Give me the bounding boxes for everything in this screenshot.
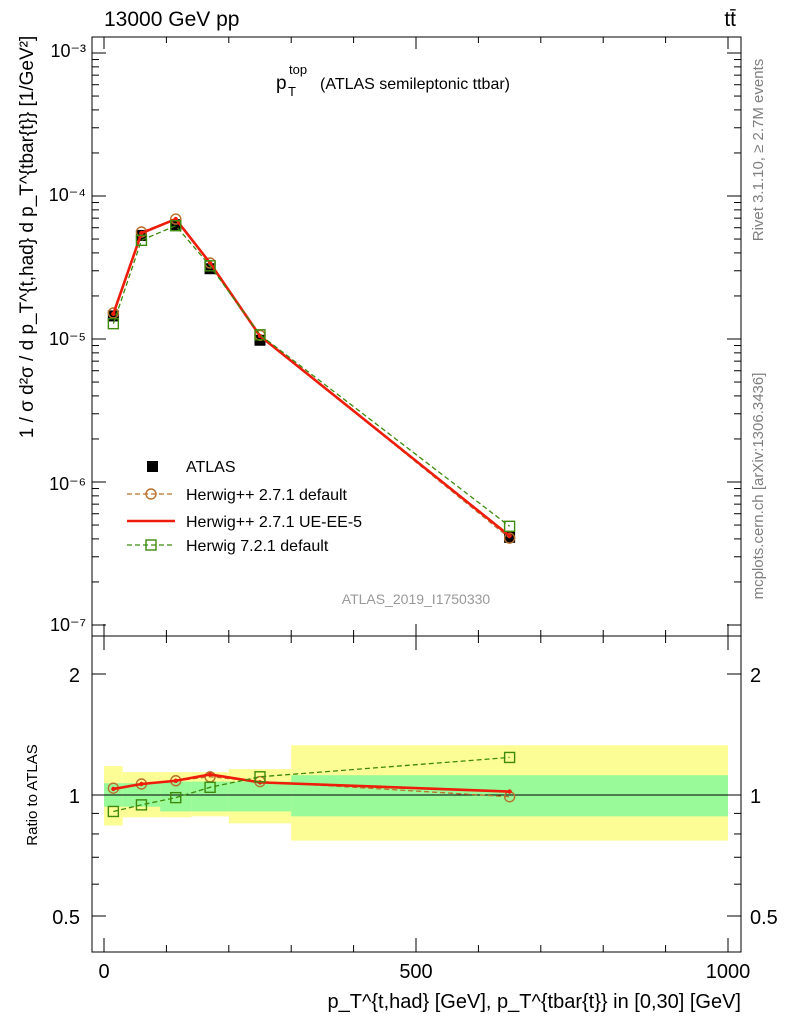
main-series-group [107, 213, 516, 544]
marker-herwig7 [204, 260, 216, 272]
source-label: mcplots.cern.ch [arXiv:1306.3436] [750, 373, 767, 600]
main-panel: p top T (ATLAS semileptonic ttbar) 10⁻⁷ … [17, 36, 742, 637]
legend-marker-herwig7 [145, 539, 157, 551]
x-tick-1000: 1000 [706, 961, 751, 983]
ratio-y-tick-1-left: 1 [69, 786, 80, 808]
y-tick-label-1e-7: 10⁻⁷ [50, 615, 86, 635]
ratio-y-axis-label: Ratio to ATLAS [24, 744, 41, 845]
x-tick-labels: 0 500 1000 [98, 961, 750, 983]
y-tick-label-1e-5: 10⁻⁵ [49, 329, 86, 349]
ratio-ticks [92, 636, 741, 952]
marker-herwig-ueee5 [139, 230, 144, 236]
main-title-p: p [276, 73, 287, 94]
ratio-y-tick-0.5-right: 0.5 [750, 907, 778, 929]
marker-herwig-ueee5 [507, 533, 512, 539]
stat-uncertainty-band [291, 775, 728, 817]
ratio-marker-herwig7 [170, 791, 182, 804]
ratio-line-1 [113, 773, 510, 793]
y-tick-label-1e-4: 10⁻⁴ [49, 185, 86, 205]
ratio-marker-herwig7 [107, 805, 120, 818]
stat-uncertainty-band [191, 781, 229, 812]
ratio-y-tick-labels-left: 0.5 1 2 [52, 665, 80, 929]
ratio-marker-herwig7 [503, 751, 516, 764]
legend-label-herwig-ueee5: Herwig++ 2.7.1 UE-EE-5 [186, 514, 362, 531]
stat-uncertainty-band [160, 781, 192, 812]
legend-item-herwig-ueee5: Herwig++ 2.7.1 UE-EE-5 [127, 514, 362, 531]
series-line-2 [112, 217, 511, 537]
ratio-y-tick-labels-right: 0.5 1 2 [750, 665, 778, 929]
ratio-y-tick-2-right: 2 [750, 665, 761, 687]
data-point-atlas [204, 263, 216, 275]
x-axis-label: p_T^{t,had} [GeV], p_T^{tbar{t}} in [0,3… [328, 991, 742, 1013]
ratio-y-tick-0.5-left: 0.5 [52, 907, 80, 929]
ratio-series-group [107, 751, 516, 818]
marker-herwig-default [503, 532, 516, 544]
ratio-marker-herwig7 [204, 781, 216, 794]
marker-herwig-ueee5 [111, 311, 116, 317]
ratio-marker-herwig7 [135, 799, 148, 811]
ratio-y-tick-2-left: 2 [69, 665, 80, 687]
x-tick-0: 0 [98, 961, 109, 983]
ratio-marker-herwig-ueee5 [139, 781, 144, 787]
main-title-sub: T [288, 84, 296, 99]
main-title-text: (ATLAS semileptonic ttbar) [320, 76, 510, 93]
y-tick-label-1e-3: 10⁻³ [50, 41, 86, 61]
x-tick-500: 500 [399, 961, 432, 983]
process-label: tt̄ [724, 8, 736, 31]
ratio-y-tick-1-right: 1 [750, 786, 761, 808]
main-y-ticks [92, 37, 741, 636]
legend-label-herwig7: Herwig 7.2.1 default [186, 538, 329, 555]
legend-label-atlas: ATLAS [186, 459, 236, 476]
main-title-sup: top [289, 62, 307, 77]
legend: ATLAS Herwig++ 2.7.1 default Herwig++ 2.… [127, 459, 362, 555]
legend-label-herwig-default: Herwig++ 2.7.1 default [186, 487, 348, 504]
collision-label: 13000 GeV pp [104, 8, 239, 31]
legend-marker-herwig-default [145, 488, 157, 500]
legend-marker-atlas [147, 461, 158, 472]
y-tick-label-1e-6: 10⁻⁶ [49, 474, 86, 494]
ratio-marker-herwig7 [254, 771, 266, 783]
ratio-marker-herwig-ueee5 [507, 789, 512, 794]
marker-herwig7 [254, 329, 266, 341]
legend-item-herwig-default: Herwig++ 2.7.1 default [127, 487, 348, 504]
main-title: p top T (ATLAS semileptonic ttbar) [276, 62, 510, 99]
ratio-marker-herwig-ueee5 [111, 786, 116, 792]
legend-item-atlas: ATLAS [147, 459, 236, 476]
main-y-axis-label: 1 / σ d²σ / d p_T^{t,had} d p_T^{tbar{t}… [17, 36, 38, 439]
legend-item-herwig7: Herwig 7.2.1 default [127, 538, 329, 555]
marker-herwig-default [170, 213, 182, 225]
rivet-label: Rivet 3.1.10, ≥ 2.7M events [750, 59, 767, 242]
watermark-label: ATLAS_2019_I1750330 [342, 591, 491, 607]
series-line-3 [112, 224, 510, 527]
marker-herwig7 [503, 520, 516, 533]
marker-herwig7 [135, 234, 148, 247]
marker-herwig7 [170, 219, 182, 232]
ratio-panel: 0.5 1 2 0.5 1 2 0 500 1000 Ratio to ATLA… [24, 635, 778, 1013]
marker-herwig7 [107, 317, 120, 330]
main-y-tick-labels: 10⁻⁷ 10⁻⁶ 10⁻⁵ 10⁻⁴ 10⁻³ [49, 41, 86, 635]
ratio-uncertainty-bands [104, 745, 728, 841]
ratio-marker-herwig-ueee5 [173, 778, 178, 783]
ratio-marker-herwig-ueee5 [207, 772, 213, 777]
